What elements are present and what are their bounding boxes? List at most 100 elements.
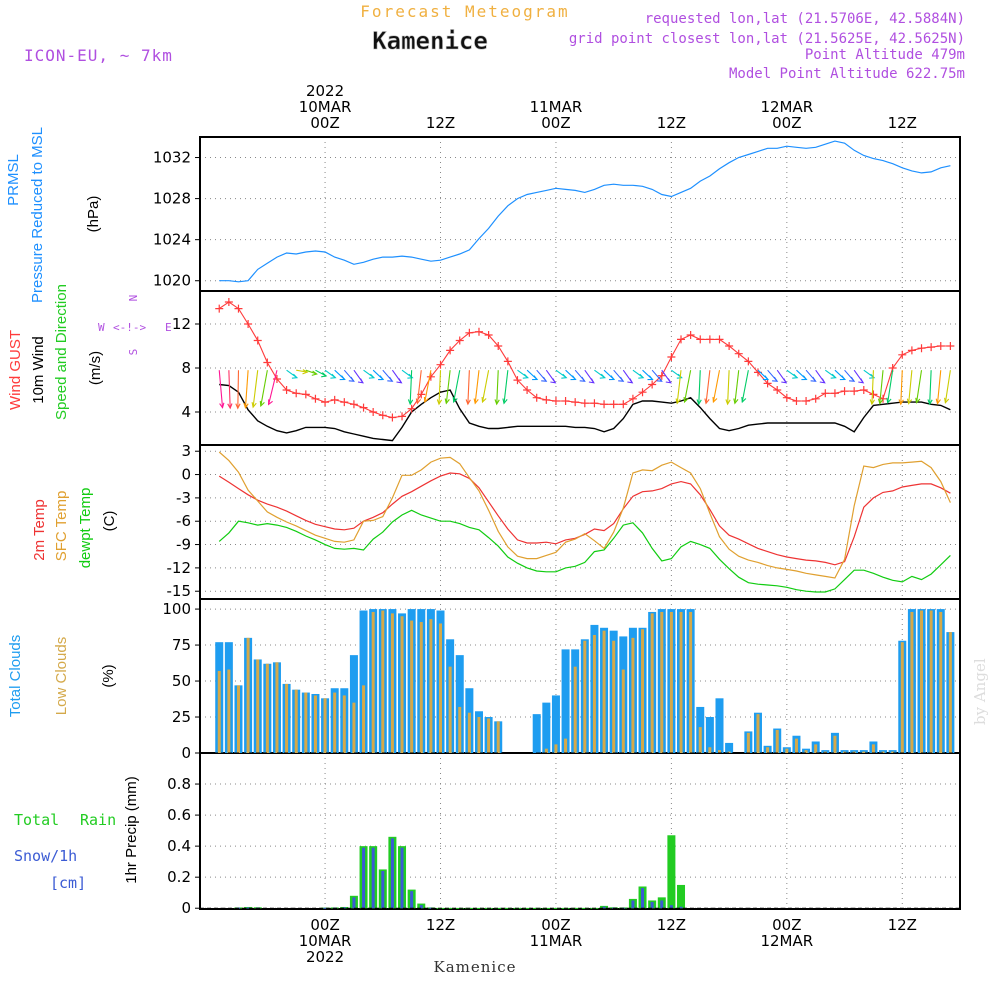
low-cloud-bar: [246, 637, 250, 753]
snow-bar: [419, 905, 423, 909]
wind-direction-arrow: [445, 370, 451, 404]
wind-10m-label: 10m Wind: [30, 336, 47, 404]
rain-bar: [551, 907, 560, 909]
pressure-line: [219, 140, 951, 283]
gust-marker: [301, 390, 310, 399]
gust-marker: [378, 411, 387, 420]
gust-marker: [936, 342, 945, 350]
gust-marker: [725, 342, 734, 350]
wind-direction-arrow: [741, 370, 749, 403]
precip-panel: 0 0.2 0.4 0.6 0.8: [167, 752, 961, 917]
y-tick-label: 50: [172, 672, 191, 690]
wind-direction-arrow: [887, 370, 894, 403]
gust-marker: [330, 395, 339, 404]
rain-bar: [474, 907, 483, 909]
wind-arrow-head: [291, 373, 299, 379]
snow-bar: [323, 907, 327, 909]
total-cloud-bar: [715, 698, 724, 753]
gust-marker: [398, 412, 407, 421]
low-cloud-bar: [862, 751, 866, 753]
temp-dewpt-line: [218, 509, 951, 593]
low-cloud-bar: [217, 670, 221, 753]
gust-marker: [677, 335, 686, 344]
low-cloud-bar: [275, 662, 279, 753]
wind-arrow-head: [227, 403, 233, 410]
low-cloud-bar: [487, 718, 491, 753]
bottom-time-label: 12MAR: [760, 932, 813, 950]
low-cloud-bar: [910, 611, 914, 753]
total-cloud-bar: [551, 695, 560, 753]
wind-arrow-head: [886, 397, 892, 404]
low-cloud-bar: [891, 751, 895, 753]
low-cloud-bar: [717, 750, 721, 753]
compass-arrows: <-!->: [113, 321, 146, 334]
wind-arrow-head: [339, 375, 346, 381]
total-rain-label-2: Rain: [80, 811, 116, 829]
wind-direction-arrow: [260, 370, 268, 407]
gust-marker: [359, 403, 368, 412]
wind-arrow-head: [656, 376, 663, 382]
gust-marker: [561, 397, 570, 405]
low-cloud-bar: [227, 669, 231, 753]
wind-direction-arrow: [296, 369, 308, 373]
point-altitude: Point Altitude 479m: [805, 47, 965, 63]
gust-marker: [590, 399, 599, 408]
y-tick-label: 1032: [153, 149, 191, 167]
snow-bar: [246, 907, 250, 909]
wind-panel: 4 8 12: [172, 290, 961, 446]
wind-arrow-head: [696, 399, 702, 406]
bottom-time-label: 11MAR: [530, 932, 583, 950]
wind-direction-label: Speed and Direction: [53, 284, 70, 420]
wind-direction-arrow: [916, 370, 923, 403]
total-cloud-bar: [359, 610, 368, 753]
gust-marker: [388, 413, 397, 422]
gust-marker: [830, 389, 839, 398]
clouds-unit: (%): [100, 664, 117, 687]
wind-arrow-head: [436, 399, 443, 406]
gust-marker: [734, 349, 743, 358]
gust-marker: [551, 397, 560, 405]
snow-bar: [400, 847, 404, 909]
low-cloud-bar: [900, 642, 904, 753]
wind-arrow-head: [481, 396, 487, 404]
gust-marker: [927, 343, 936, 352]
wind-arrow-head: [675, 398, 681, 405]
total-clouds-label: Total Clouds: [7, 635, 24, 718]
gust-marker: [474, 327, 483, 336]
wind-arrow-head: [219, 402, 225, 409]
wind-arrow-head: [243, 402, 249, 410]
wind-arrow-head: [348, 376, 355, 382]
gust-marker: [349, 400, 358, 409]
low-cloud-bar: [843, 751, 847, 753]
gust-marker: [705, 335, 714, 344]
wind-direction-arrow: [237, 370, 240, 409]
wind-unit: (m/s): [87, 351, 104, 385]
wind-direction-arrow: [268, 370, 278, 405]
gust-marker: [609, 400, 618, 409]
low-cloud-bar: [746, 732, 750, 753]
wind-direction-arrow: [474, 370, 480, 404]
wind-arrow-head: [311, 370, 318, 376]
y-tick-label: 1028: [153, 190, 191, 208]
top-time-label: 12Z: [426, 114, 455, 132]
gust-marker: [638, 388, 647, 397]
gust-marker: [292, 389, 301, 398]
low-cloud-bar: [333, 692, 337, 753]
gust-marker: [465, 328, 474, 337]
snow-bar: [429, 907, 433, 909]
low-cloud-bar: [881, 751, 885, 753]
gust-marker: [907, 346, 916, 355]
wind-arrow-head: [550, 378, 557, 384]
gust-marker: [494, 342, 503, 350]
chart-title: Forecast Meteogram: [360, 2, 569, 21]
snow-bar: [631, 900, 635, 909]
total-cloud-bar: [705, 717, 714, 753]
wind-direction-arrow: [481, 370, 490, 403]
y-tick-label: 0: [181, 744, 191, 762]
wind-direction-arrow: [879, 370, 884, 404]
wind-direction-arrow: [438, 370, 442, 405]
gust-marker: [696, 335, 705, 344]
bottom-time-label: 12Z: [888, 916, 917, 934]
wind-arrow-head: [570, 375, 577, 381]
gust-marker: [542, 395, 551, 404]
